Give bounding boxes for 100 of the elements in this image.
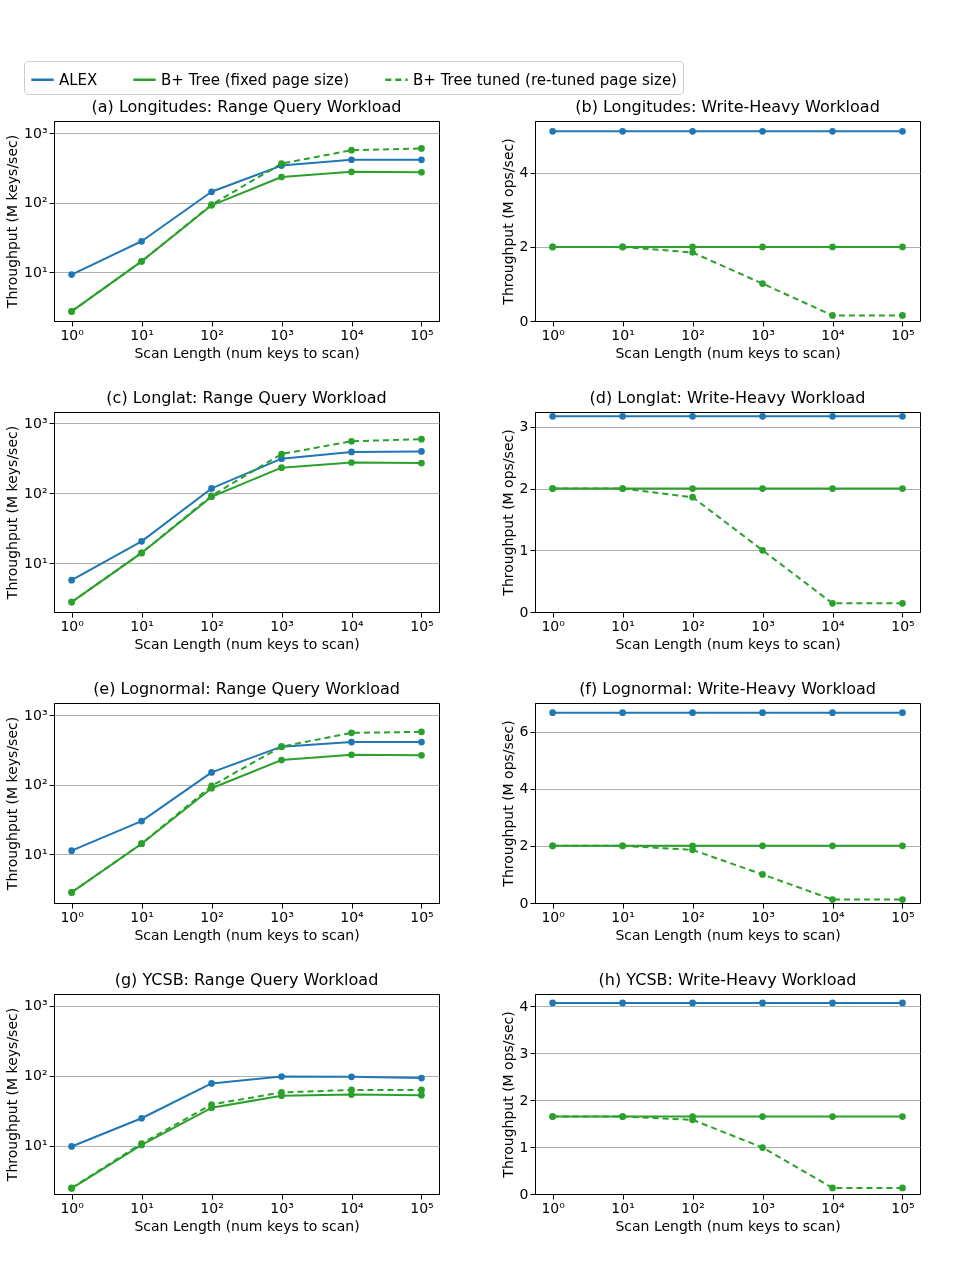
point <box>829 412 836 420</box>
y-axis-title: Throughput (M keys/sec) <box>4 1007 21 1183</box>
y-axis-title: Throughput (M ops/sec) <box>499 429 516 597</box>
point <box>418 156 425 164</box>
point <box>689 709 696 717</box>
point <box>689 412 696 420</box>
y-tick-label: 0 <box>519 603 529 620</box>
x-tick-label: 10¹ <box>611 908 635 925</box>
point <box>759 243 766 251</box>
point <box>278 1073 285 1080</box>
point <box>68 576 75 584</box>
y-axis-title: Throughput (M keys/sec) <box>4 716 21 892</box>
point <box>689 493 696 501</box>
y-axis-title: Throughput (M ops/sec) <box>499 138 516 306</box>
x-tick-label: 10⁵ <box>891 908 915 925</box>
point <box>759 412 766 420</box>
chart-title: (b) Longitudes: Write-Heavy Workload <box>575 97 880 116</box>
point <box>348 168 355 176</box>
x-tick-label: 10⁵ <box>410 908 434 925</box>
y-tick-label: 0 <box>519 312 529 329</box>
y-tick-label: 10¹ <box>24 845 48 862</box>
x-tick-label: 10⁰ <box>541 1199 566 1216</box>
point <box>899 999 906 1007</box>
point <box>829 842 836 850</box>
chart-title: (d) Longlat: Write-Heavy Workload <box>589 388 866 407</box>
y-tick-label: 1 <box>519 1138 529 1155</box>
y-tick-label: 2 <box>519 480 529 497</box>
y-tick-label: 2 <box>519 1091 529 1108</box>
x-tick-label: 10⁴ <box>821 908 846 925</box>
point <box>759 842 766 850</box>
point <box>278 464 285 471</box>
x-tick-label: 10¹ <box>130 908 154 925</box>
x-tick-label: 10⁴ <box>821 617 846 634</box>
point <box>418 751 425 759</box>
y-tick-label: 4 <box>519 164 529 181</box>
x-tick-label: 10³ <box>270 617 294 634</box>
point <box>68 271 75 278</box>
point <box>689 243 696 251</box>
point <box>759 128 766 135</box>
y-tick-label: 10¹ <box>24 263 48 280</box>
x-tick-label: 10⁵ <box>410 326 434 343</box>
point <box>829 600 836 607</box>
point <box>829 896 836 903</box>
point <box>549 999 556 1007</box>
legend-label: B+ Tree (fixed page size) <box>161 70 350 89</box>
point <box>899 312 906 319</box>
x-tick-label: 10³ <box>751 1199 775 1216</box>
point <box>759 999 766 1007</box>
y-tick-label: 4 <box>519 997 529 1014</box>
point <box>899 842 906 850</box>
x-tick-label: 10⁴ <box>340 1199 365 1216</box>
point <box>829 709 836 717</box>
x-tick-label: 10² <box>681 1199 705 1216</box>
point <box>899 600 906 607</box>
x-tick-label: 10⁴ <box>340 326 365 343</box>
y-tick-label: 10³ <box>24 997 48 1014</box>
x-tick-label: 10¹ <box>611 1199 635 1216</box>
y-tick-label: 3 <box>519 418 529 435</box>
point <box>689 485 696 492</box>
y-tick-label: 10² <box>24 194 48 211</box>
point <box>759 546 766 554</box>
point <box>68 1143 75 1150</box>
x-tick-label: 10⁰ <box>541 908 566 925</box>
y-tick-label: 10² <box>24 484 48 501</box>
x-tick-label: 10⁰ <box>60 1199 85 1216</box>
point <box>549 128 556 135</box>
point <box>619 412 626 420</box>
x-axis-title: Scan Length (num keys to scan) <box>134 926 360 943</box>
y-tick-label: 10³ <box>24 124 48 141</box>
point <box>689 128 696 135</box>
x-tick-label: 10⁰ <box>541 326 566 343</box>
y-tick-label: 10³ <box>24 706 48 723</box>
x-tick-label: 10² <box>681 908 705 925</box>
point <box>759 1144 766 1151</box>
y-tick-label: 0 <box>519 1185 529 1202</box>
chart-title: (e) Lognormal: Range Query Workload <box>93 679 400 698</box>
point <box>689 846 696 854</box>
x-tick-label: 10⁰ <box>541 617 566 634</box>
point <box>348 1086 355 1094</box>
x-tick-label: 10² <box>200 1199 224 1216</box>
x-axis-title: Scan Length (num keys to scan) <box>615 1217 841 1234</box>
y-tick-label: 10¹ <box>24 554 48 571</box>
point <box>348 459 355 466</box>
x-tick-label: 10⁰ <box>60 908 85 925</box>
point <box>278 1089 285 1096</box>
point <box>829 312 836 319</box>
x-tick-label: 10⁰ <box>60 617 85 634</box>
x-axis-title: Scan Length (num keys to scan) <box>134 1217 360 1234</box>
y-axis-title: Throughput (M keys/sec) <box>4 425 21 601</box>
x-tick-label: 10¹ <box>611 617 635 634</box>
x-axis-title: Scan Length (num keys to scan) <box>134 635 360 652</box>
x-axis-title: Scan Length (num keys to scan) <box>615 635 841 652</box>
x-tick-label: 10⁴ <box>340 617 365 634</box>
x-tick-label: 10³ <box>751 908 775 925</box>
point <box>899 485 906 492</box>
point <box>619 999 626 1007</box>
x-tick-label: 10⁵ <box>891 617 915 634</box>
x-tick-label: 10¹ <box>130 1199 154 1216</box>
point <box>418 145 425 152</box>
point <box>278 756 285 764</box>
